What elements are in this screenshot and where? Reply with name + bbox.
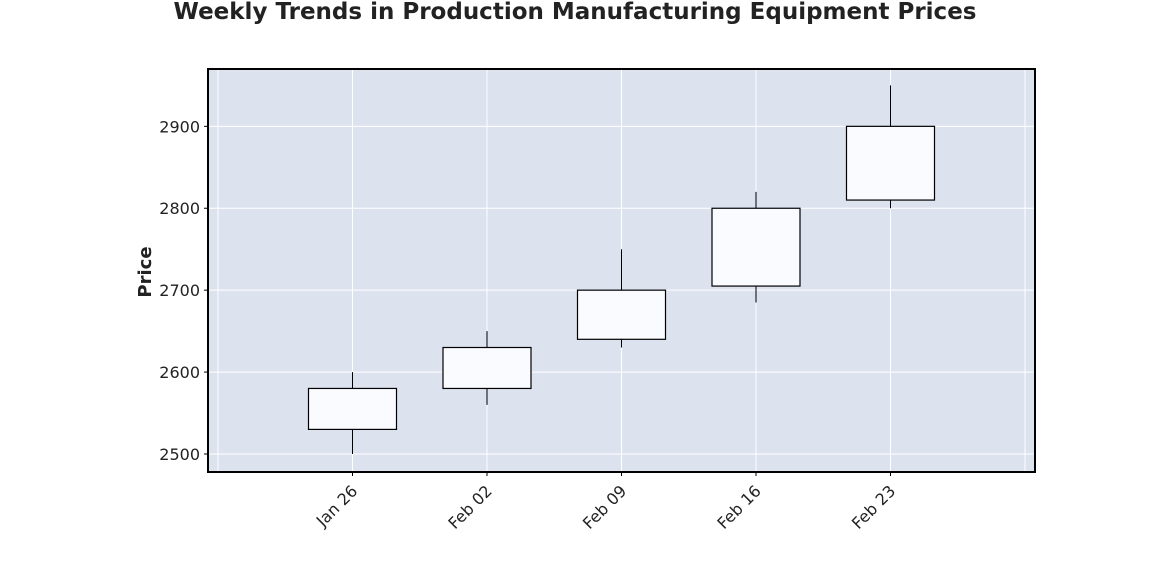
x-tick-label: Jan 26 [312,481,362,531]
candle-body [711,207,801,287]
candle [442,331,532,405]
candles [307,85,936,454]
candle-body [845,125,936,201]
candle-body [442,346,532,390]
x-axis-ticks: Jan 26 Feb 02 Feb 09 Feb 16 Feb 23 [312,472,899,533]
candle [307,372,398,454]
x-tick-label: Feb 16 [713,481,764,532]
y-axis-label: Price [135,246,156,297]
candle [845,85,936,209]
candle-body [576,289,667,340]
x-tick-label: Feb 23 [848,481,899,532]
y-tick-label: 2900 [159,117,200,136]
y-tick-label: 2800 [159,199,200,218]
candle-body [307,387,398,431]
x-tick-label: Feb 09 [579,481,630,532]
candle [711,191,801,303]
x-tick-label: Feb 02 [444,481,495,532]
chart-title: Weekly Trends in Production Manufacturin… [174,0,977,25]
y-tick-label: 2600 [159,363,200,382]
candle [576,249,667,348]
y-axis-ticks: 2500 2600 2700 2800 2900 [159,117,208,464]
y-tick-label: 2500 [159,445,200,464]
y-tick-label: 2700 [159,281,200,300]
